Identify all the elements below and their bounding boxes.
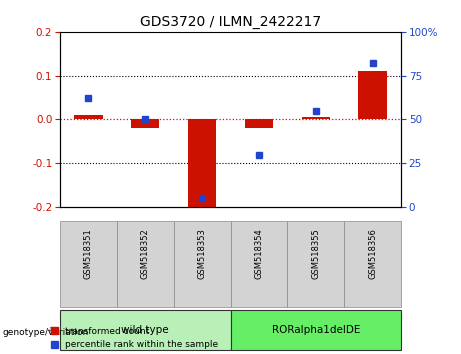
Bar	[287, 222, 344, 307]
Text: wild type: wild type	[121, 325, 169, 335]
Text: GSM518354: GSM518354	[254, 228, 263, 279]
Text: GSM518356: GSM518356	[368, 228, 377, 279]
Bar	[131, 120, 160, 128]
Text: GSM518355: GSM518355	[311, 228, 320, 279]
Bar	[60, 222, 117, 307]
Bar	[117, 222, 174, 307]
Bar	[230, 310, 401, 350]
Bar	[174, 222, 230, 307]
Bar	[358, 71, 387, 120]
Bar	[188, 120, 216, 209]
Title: GDS3720 / ILMN_2422217: GDS3720 / ILMN_2422217	[140, 16, 321, 29]
Bar	[60, 310, 230, 350]
Bar	[74, 115, 102, 120]
Text: GSM518352: GSM518352	[141, 228, 150, 279]
Text: genotype/variation: genotype/variation	[2, 328, 89, 337]
Bar	[230, 222, 287, 307]
Text: GSM518353: GSM518353	[198, 228, 207, 279]
Bar	[245, 120, 273, 128]
Text: GSM518351: GSM518351	[84, 228, 93, 279]
Legend: transformed count, percentile rank within the sample: transformed count, percentile rank withi…	[51, 327, 218, 349]
Bar	[344, 222, 401, 307]
Text: RORalpha1delDE: RORalpha1delDE	[272, 325, 360, 335]
Bar	[301, 117, 330, 120]
